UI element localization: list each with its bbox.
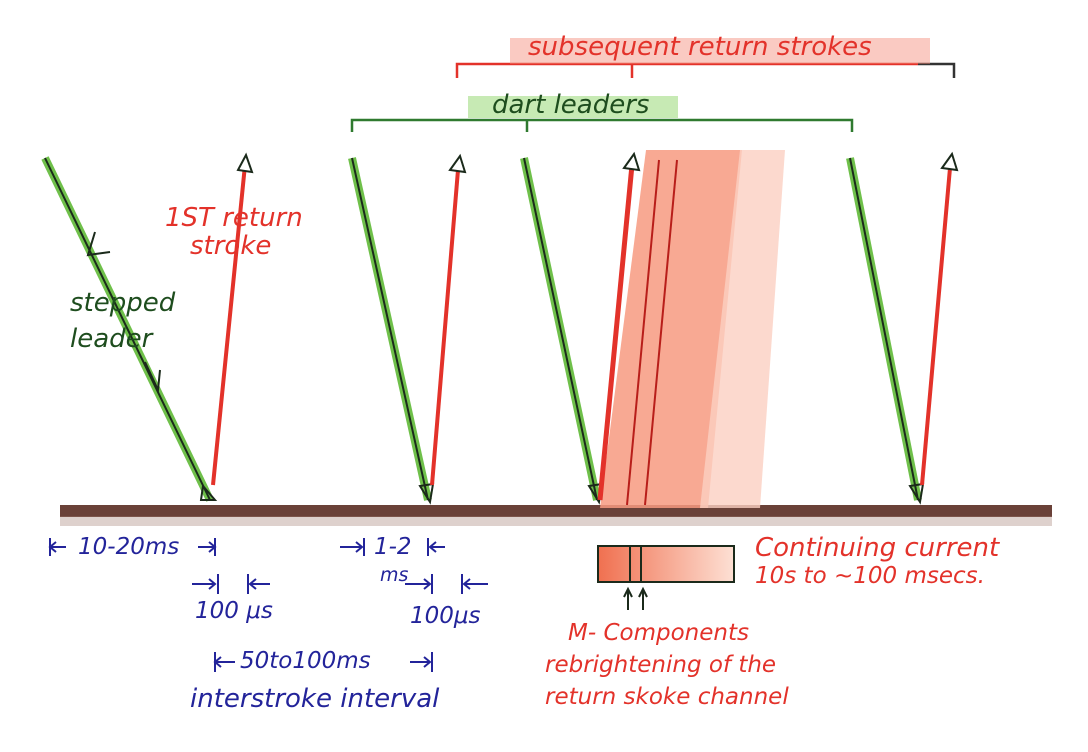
interval-100us-b: 100μs [410, 603, 481, 629]
interval-ms: ms [380, 564, 409, 586]
return-stroke-3 [597, 151, 678, 506]
m-component-arrows [623, 586, 648, 610]
m-components-label-2: rebrightening of the [545, 652, 777, 678]
interstroke-interval-label: interstroke interval [190, 684, 440, 714]
ground-shadow [60, 516, 1052, 526]
dart-bracket [350, 118, 854, 132]
interval-1-2: 1-2 [374, 534, 412, 560]
interval-50-100ms: 50to100ms [240, 648, 371, 674]
dart-leaders-label: dart leaders [492, 90, 650, 120]
subsequent-highlight [510, 38, 930, 64]
dart-highlight [468, 96, 678, 118]
stepped-leader [41, 156, 218, 502]
continuing-current-box [597, 545, 735, 583]
continuing-current-label-1: Continuing current [755, 533, 1000, 563]
first-return-label-1: 1ST return [165, 203, 303, 233]
return-stroke-2 [430, 153, 467, 486]
interval-10-20ms: 10-20ms [78, 534, 180, 560]
dart-leader-3 [846, 157, 925, 505]
dart-leader-2 [520, 157, 604, 505]
first-return-stroke [211, 152, 254, 486]
timing-markers [48, 538, 488, 672]
dart-leader-1 [348, 157, 435, 505]
first-return-label-2: stroke [190, 231, 272, 261]
interval-100us-a: 100 μs [195, 598, 273, 624]
stepped-leader-label-2: leader [70, 324, 153, 354]
return-stroke-4 [920, 151, 959, 486]
stepped-leader-label-1: stepped [70, 288, 176, 318]
m-components-label-3: return skoke channel [545, 684, 789, 710]
subsequent-return-strokes-label: subsequent return strokes [528, 32, 872, 62]
m-components-label-1: M- Components [568, 620, 749, 646]
continuing-current-label-2: 10s to ~100 msecs. [755, 563, 985, 589]
subsequent-bracket [455, 62, 956, 78]
ground-band [60, 505, 1052, 517]
